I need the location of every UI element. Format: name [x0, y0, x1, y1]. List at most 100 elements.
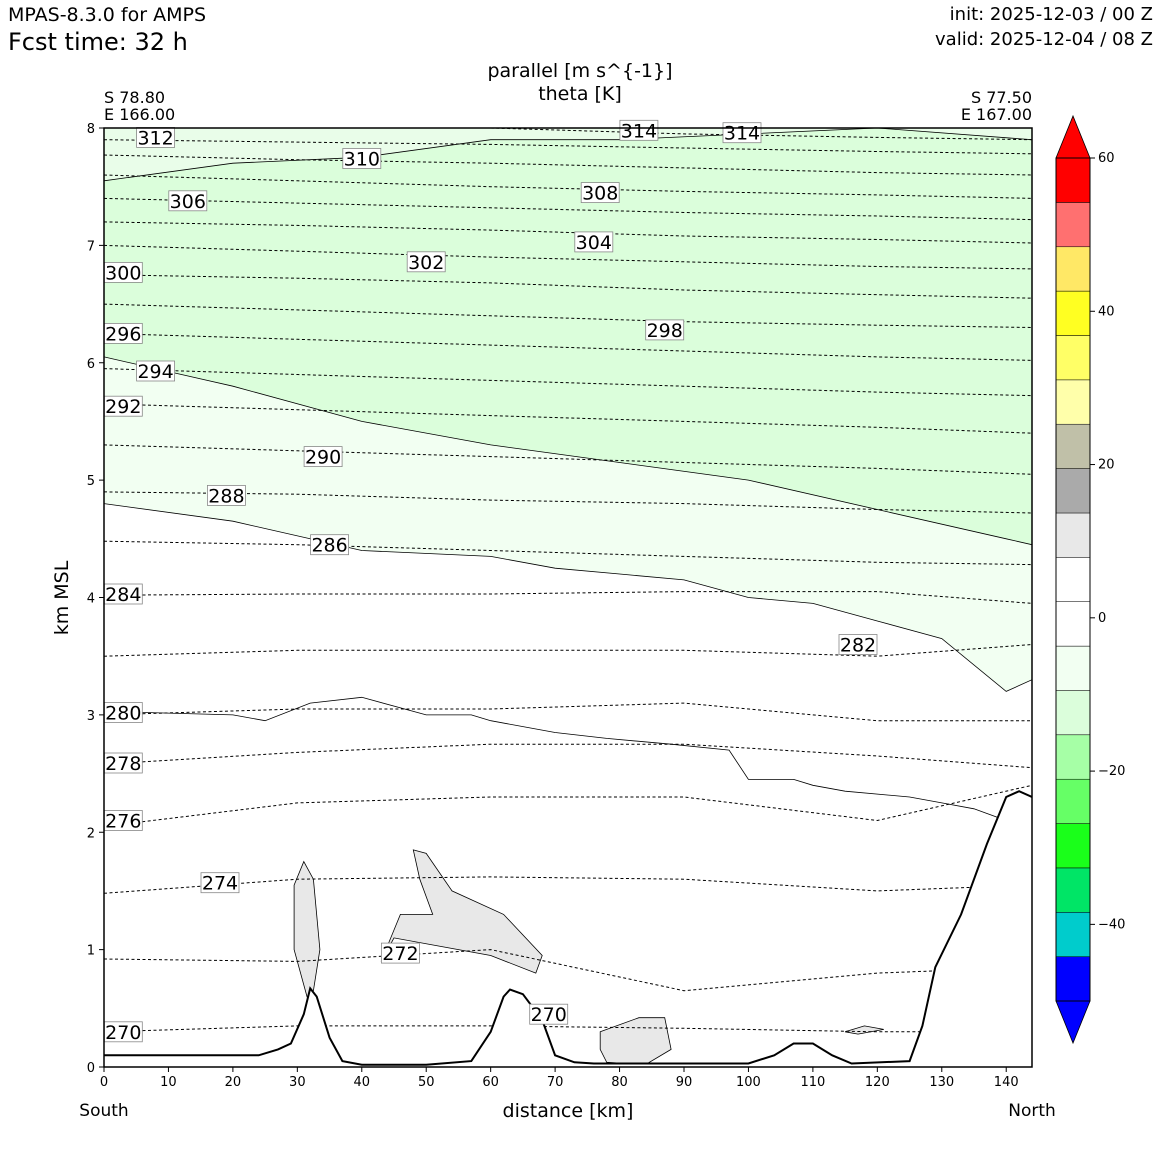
theta-label-8: 300 [103, 261, 143, 284]
positive-wind-area-2 [599, 1017, 672, 1066]
x-tick-label-50: 50 [418, 1075, 435, 1090]
theta-label-20: 276 [103, 810, 143, 833]
theta-contour-278 [104, 743, 1032, 769]
theta-label-box [310, 534, 350, 556]
theta-contour-286 [104, 540, 1032, 566]
x-tick-label-60: 60 [482, 1075, 499, 1090]
x-tick-label-40: 40 [354, 1075, 371, 1090]
x-tick-label-110: 110 [800, 1075, 825, 1090]
colorbar-band-10 [1055, 512, 1091, 558]
theta-label-box [838, 634, 878, 655]
y-tick-label-2: 2 [87, 826, 95, 841]
theta-label-box [342, 148, 382, 169]
theta-label-box [200, 872, 240, 894]
theta-label-7: 302 [406, 251, 446, 274]
colorbar-extend-over [1055, 114, 1091, 159]
theta-label-text: 278 [105, 753, 141, 775]
theta-label-text: 286 [311, 535, 347, 557]
x-tick-label-130: 130 [929, 1075, 954, 1090]
theta-label-text: 274 [202, 873, 238, 895]
colorbar-band-9 [1055, 557, 1091, 602]
theta-label-21: 274 [200, 872, 240, 895]
theta-label-text: 280 [105, 703, 141, 725]
theta-label-text: 284 [105, 584, 141, 606]
terrain-fill [104, 791, 1032, 1067]
y-tick-label-6: 6 [87, 357, 95, 372]
theta-label-13: 290 [303, 446, 343, 469]
theta-label-box [303, 446, 343, 468]
y-tick-label-3: 3 [87, 709, 95, 724]
init-time: init: 2025-12-03 / 00 Z [949, 4, 1153, 25]
axes-layer: 0 10 20 30 40 50 60 70 80 90 100 110 120 130 140 0 1 2 3 4 5… [87, 122, 1019, 1090]
colorbar-frame [1055, 157, 1091, 1002]
theta-label-text: 310 [344, 149, 380, 171]
theta-contour-310 [104, 154, 1032, 176]
theta-label-text: 290 [305, 447, 341, 469]
wind-contour-upper [104, 128, 1032, 182]
colorbar-tick-label-3: 0 [1098, 611, 1106, 626]
right-endpoint-lat: S 77.50 [970, 88, 1032, 107]
theta-contour-298 [104, 303, 1032, 328]
theta-label-box [206, 484, 246, 506]
theta-contour-296 [104, 332, 1032, 361]
theta-contour-288 [104, 491, 1032, 514]
y-tick-label-8: 8 [87, 122, 95, 137]
theta-label-23: 270 [529, 1003, 569, 1026]
theta-contour-276 [104, 784, 1032, 827]
theta-label-text: 298 [647, 320, 683, 342]
theta-contour-294 [104, 368, 1032, 397]
positive-wind-area-0 [293, 860, 321, 998]
terrain-layer [104, 790, 1032, 1067]
colorbar-band-8 [1055, 601, 1091, 647]
wind-shade-minus10 [104, 128, 1032, 545]
wind-contour-minus5 [104, 356, 1032, 546]
theta-label-text: 282 [840, 635, 876, 657]
theta-label-text: 314 [621, 120, 657, 142]
y-tick-label-5: 5 [87, 474, 95, 489]
theta-contour-302 [104, 244, 1032, 270]
colorbar-band-13 [1055, 379, 1091, 425]
theta-label-17: 282 [838, 634, 878, 657]
x-tick-label-90: 90 [676, 1075, 693, 1090]
theta-label-text: 292 [105, 396, 141, 418]
x-tick-label-80: 80 [611, 1075, 628, 1090]
theta-label-box [529, 1003, 569, 1025]
theta-label-text: 296 [105, 323, 141, 345]
direction-left-label: South [79, 1101, 129, 1121]
theta-label-15: 286 [310, 534, 350, 557]
theta-label-24: 270 [103, 1021, 143, 1044]
theta-label-text: 308 [582, 183, 618, 205]
colorbar-tick-label-4: −20 [1098, 764, 1125, 779]
theta-label-box [580, 182, 620, 204]
chart-title-line1: parallel [m s^{-1}] [487, 60, 673, 82]
theta-label-16: 284 [103, 583, 143, 606]
theta-label-box [380, 942, 420, 964]
contour-label-layer: 312 310 314 314 306 308 304 302 300 298 296 294 292 2… [103, 119, 878, 1044]
theta-label-box [168, 190, 208, 212]
left-endpoint-lon: E 166.00 [104, 105, 176, 124]
colorbar-band-7 [1055, 645, 1091, 691]
wind-contour-near3km [104, 696, 1032, 821]
theta-contour-282 [104, 644, 1032, 657]
model-name: MPAS-8.3.0 for AMPS [8, 4, 207, 26]
theta-contour-284 [104, 591, 1032, 604]
theta-label-0: 312 [136, 127, 176, 149]
theta-contour-290 [104, 444, 1032, 475]
colorbar-tick-label-0: 60 [1098, 151, 1115, 166]
theta-label-2: 314 [619, 119, 659, 142]
colorbar-band-1 [1055, 912, 1091, 957]
theta-label-5: 308 [580, 182, 620, 205]
theta-label-text: 300 [105, 262, 141, 284]
theta-label-18: 280 [103, 702, 143, 725]
theta-contour-280 [104, 702, 1032, 722]
colorbar-band-17 [1055, 202, 1091, 248]
theta-contour-272 [104, 949, 1032, 992]
direction-right-label: North [1008, 1101, 1056, 1121]
wind-shading-layer [104, 128, 1032, 1066]
theta-label-4: 306 [168, 190, 208, 213]
y-tick-label-7: 7 [87, 239, 95, 254]
theta-label-9: 298 [645, 319, 685, 342]
theta-contour-300 [104, 274, 1032, 299]
wind-contour-zero [104, 503, 1032, 692]
